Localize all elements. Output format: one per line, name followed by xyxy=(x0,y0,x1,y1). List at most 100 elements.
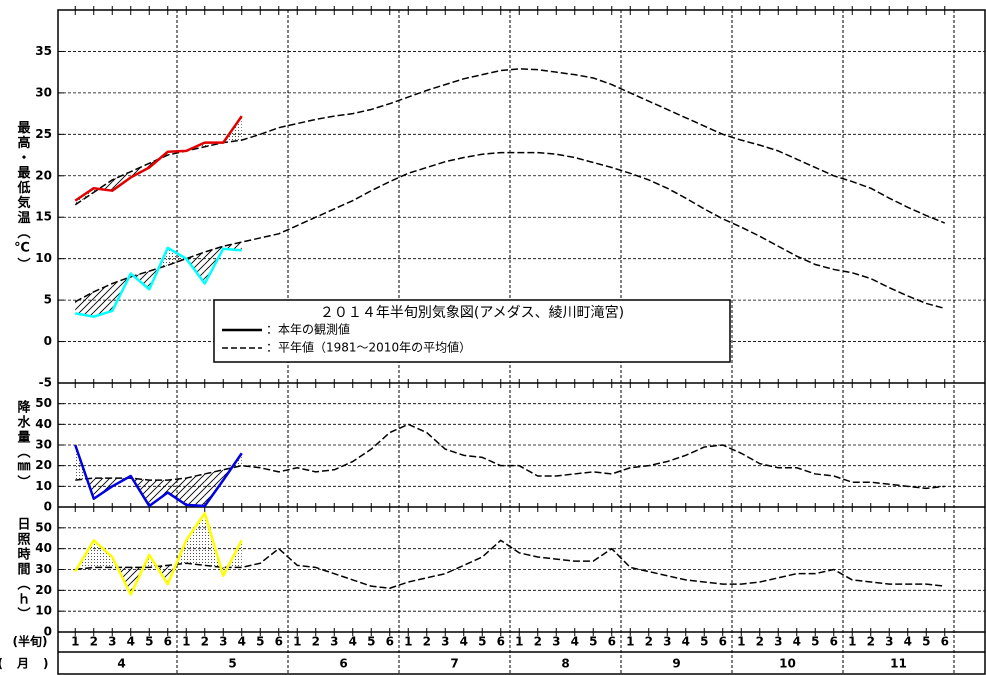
period-label: 6 xyxy=(719,635,727,649)
period-label: 3 xyxy=(774,635,782,649)
period-label: 4 xyxy=(238,635,246,649)
period-label: 1 xyxy=(848,635,856,649)
y-tick-label: 30 xyxy=(35,85,52,99)
month-axis-label: (月) xyxy=(0,657,62,671)
period-label: 1 xyxy=(626,635,634,649)
period-label: 6 xyxy=(941,635,949,649)
y-tick-label: 20 xyxy=(35,583,52,597)
period-label: 3 xyxy=(219,635,227,649)
period-label: 5 xyxy=(145,635,153,649)
period-label: 4 xyxy=(571,635,579,649)
y-tick-label: 30 xyxy=(35,562,52,576)
y-tick-label: 0 xyxy=(44,625,52,639)
period-label: 3 xyxy=(885,635,893,649)
period-label: 6 xyxy=(497,635,505,649)
difference-area xyxy=(186,473,205,506)
period-label: 6 xyxy=(275,635,283,649)
period-label: 1 xyxy=(515,635,523,649)
y-tick-label: 5 xyxy=(44,293,52,307)
y-axis-label: 降水量（㎜） xyxy=(15,399,32,490)
difference-area xyxy=(93,478,113,499)
y-tick-label: 40 xyxy=(35,417,52,431)
period-label: 3 xyxy=(330,635,338,649)
period-label: 4 xyxy=(682,635,690,649)
legend-label: ：平年値（1981～2010年の平均値） xyxy=(266,340,471,355)
month-label: 6 xyxy=(339,657,347,671)
y-axis-label: 最高・最低気温（℃） xyxy=(14,121,31,273)
month-label: 10 xyxy=(779,657,796,671)
period-label: 1 xyxy=(71,635,79,649)
y-tick-label: 10 xyxy=(35,479,52,493)
period-label: 2 xyxy=(90,635,98,649)
legend-title: ２０１４年半旬別気象図(アメダス、綾川町滝宮) xyxy=(320,305,624,321)
month-label: 8 xyxy=(561,657,569,671)
y-tick-label: 50 xyxy=(35,520,52,534)
legend: ２０１４年半旬別気象図(アメダス、綾川町滝宮) ：本年の観測値 ：平年値（198… xyxy=(213,299,731,363)
y-tick-label: 0 xyxy=(44,334,52,348)
period-label: 5 xyxy=(478,635,486,649)
y-tick-label: 0 xyxy=(44,500,52,514)
observed-line xyxy=(74,512,243,596)
period-label: 2 xyxy=(867,635,875,649)
period-label: 4 xyxy=(904,635,912,649)
period-label: 1 xyxy=(182,635,190,649)
period-label: 2 xyxy=(201,635,209,649)
period-label: 2 xyxy=(312,635,320,649)
period-label: 3 xyxy=(108,635,116,649)
normal-line xyxy=(75,423,945,490)
observed-line xyxy=(74,115,243,202)
y-tick-label: 25 xyxy=(35,127,52,141)
month-label: 9 xyxy=(672,657,680,671)
period-label: 5 xyxy=(811,635,819,649)
difference-area xyxy=(149,480,168,506)
period-label: 1 xyxy=(737,635,745,649)
difference-area xyxy=(167,478,187,505)
y-axis-label: 日照時間（ｈ） xyxy=(15,517,32,622)
normal-line xyxy=(74,151,945,310)
y-tick-label: 10 xyxy=(35,251,52,265)
y-tick-label: 15 xyxy=(35,210,52,224)
period-label: 4 xyxy=(127,635,135,649)
period-label: 6 xyxy=(830,635,838,649)
y-tick-label: -5 xyxy=(39,376,52,390)
period-label: 3 xyxy=(663,635,671,649)
period-label: 6 xyxy=(164,635,172,649)
period-label: 4 xyxy=(349,635,357,649)
period-label: 2 xyxy=(756,635,764,649)
period-axis-label: (半旬) xyxy=(13,634,48,649)
y-tick-label: 20 xyxy=(35,168,52,182)
period-label: 4 xyxy=(793,635,801,649)
period-label: 5 xyxy=(922,635,930,649)
legend-box xyxy=(213,299,731,363)
y-tick-label: 40 xyxy=(35,541,52,555)
y-tick-label: 50 xyxy=(35,396,52,410)
period-label: 5 xyxy=(589,635,597,649)
period-label: 6 xyxy=(608,635,616,649)
period-label: 2 xyxy=(534,635,542,649)
y-tick-label: 20 xyxy=(35,458,52,472)
period-label: 4 xyxy=(460,635,468,649)
difference-area xyxy=(75,291,94,317)
normal-line xyxy=(74,68,946,224)
month-label: 11 xyxy=(890,657,907,671)
difference-area xyxy=(93,540,113,568)
month-label: 5 xyxy=(228,657,236,671)
period-label: 5 xyxy=(256,635,264,649)
period-label: 1 xyxy=(293,635,301,649)
lines xyxy=(74,68,946,596)
month-label: 4 xyxy=(117,657,125,671)
period-label: 3 xyxy=(441,635,449,649)
y-tick-label: 30 xyxy=(35,438,52,452)
observed-line xyxy=(75,246,242,318)
difference-area xyxy=(167,247,187,266)
observed-line xyxy=(74,444,243,508)
month-label: 7 xyxy=(450,657,458,671)
period-label: 5 xyxy=(700,635,708,649)
y-tick-label: 10 xyxy=(35,604,52,618)
period-label: 1 xyxy=(404,635,412,649)
difference-area xyxy=(93,283,113,317)
period-label: 5 xyxy=(367,635,375,649)
